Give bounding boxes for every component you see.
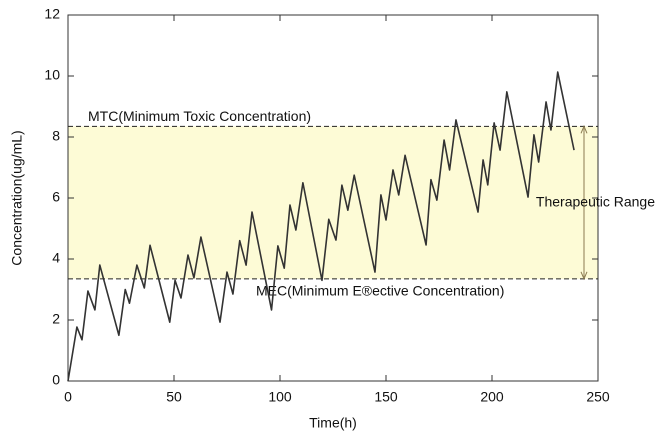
x-tick-label: 250: [586, 389, 610, 405]
therapeutic-band: [68, 126, 598, 279]
x-axis-title: Time(h): [309, 415, 357, 431]
y-tick-label: 8: [52, 128, 60, 144]
y-tick-label: 12: [44, 6, 60, 22]
x-tick-label: 200: [480, 389, 504, 405]
y-tick-label: 4: [52, 250, 60, 266]
x-tick-label: 50: [166, 389, 182, 405]
threshold-label: MEC(Minimum E®ective Concentration): [256, 283, 504, 299]
x-tick-label: 0: [64, 389, 72, 405]
arrow-head: [580, 125, 588, 134]
concentration-line: [67, 71, 575, 382]
x-tick-label: 150: [374, 389, 398, 405]
y-tick-label: 6: [52, 189, 60, 205]
band-label: Therapeutic Range: [536, 193, 655, 209]
arrow-head: [580, 271, 588, 281]
y-axis-title: Concentration(ug/mL): [9, 130, 25, 265]
y-tick-label: 2: [52, 311, 60, 327]
y-tick-label: 0: [52, 372, 60, 388]
threshold-label: MTC(Minimum Toxic Concentration): [88, 108, 311, 124]
y-tick-label: 10: [44, 67, 60, 83]
x-tick-label: 100: [268, 389, 292, 405]
